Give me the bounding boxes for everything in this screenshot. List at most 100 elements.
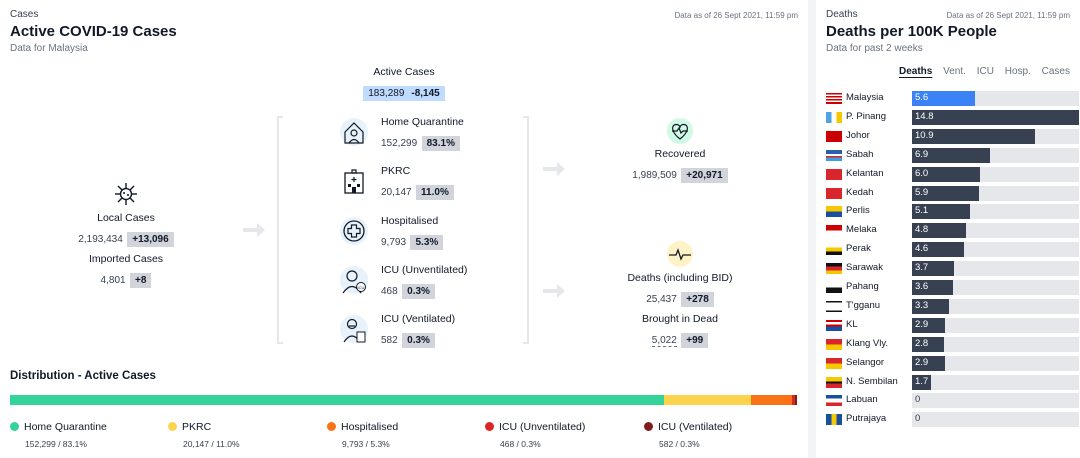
recovered-label: Recovered — [654, 148, 706, 160]
state-flag-icon — [826, 263, 842, 275]
state-flag-icon — [826, 357, 842, 369]
deaths-summary: Deaths (including BID) 25,437 +278 Broug… — [600, 272, 760, 348]
state-flag-icon — [826, 282, 842, 293]
page-title: Active COVID-19 Cases — [10, 23, 177, 40]
bar-fill — [912, 355, 945, 371]
bar-value-label: 0 — [915, 413, 921, 425]
active-cases-summary: Active Cases 183,289 -8,145 — [344, 66, 464, 101]
pulse-icon — [666, 240, 694, 273]
state-row[interactable]: N. Sembilan 1.7 — [826, 374, 1079, 390]
bar-track: 10.9 — [912, 128, 1079, 144]
state-flag-icon — [826, 130, 842, 142]
state-row[interactable]: Kelantan 6.0 — [826, 166, 1079, 182]
bar-track: 2.9 — [912, 355, 1079, 371]
bar-fill — [912, 298, 950, 314]
bar-value-label: 0 — [915, 394, 921, 406]
bar-value-label: 2.9 — [915, 356, 929, 368]
active-cases-value-row: 183,289 -8,145 — [344, 83, 464, 101]
state-row[interactable]: Labuan 0 — [826, 393, 1079, 409]
state-row[interactable]: Perlis 5.1 — [826, 204, 1079, 220]
arrow-right-icon — [543, 162, 565, 176]
bar-value-label: 3.3 — [915, 299, 929, 311]
bar-track: 3.6 — [912, 280, 1079, 295]
state-row[interactable]: Perak 4.6 — [826, 242, 1079, 258]
legend-dot — [10, 422, 19, 432]
state-name: Labuan — [846, 394, 878, 406]
distribution-bar — [10, 395, 797, 405]
panel-eyebrow: Deaths — [826, 9, 858, 20]
state-row[interactable]: T'gganu 3.3 — [826, 298, 1079, 314]
bar-fill — [912, 317, 945, 333]
state-row[interactable]: Malaysia 5.6 — [826, 91, 1079, 106]
bar-fill — [912, 261, 954, 277]
category-pct: 83.1% — [421, 136, 460, 151]
state-row[interactable]: Johor 10.9 — [826, 128, 1079, 144]
legend-home-quarantine: Home Quarantine 152,299 / 83.1% — [10, 418, 107, 449]
bar-value-label: 10.9 — [915, 129, 934, 141]
deaths-panel-subtitle: Data for past 2 weeks — [826, 43, 923, 54]
category-label: Home Quarantine — [381, 116, 464, 128]
bar-fill — [912, 128, 1035, 144]
state-row[interactable]: Sabah 6.9 — [826, 147, 1079, 163]
distribution-segment — [794, 395, 797, 405]
state-flag-icon — [826, 206, 842, 218]
legend-dot — [168, 422, 177, 432]
tab-hosp[interactable]: Hosp. — [1004, 66, 1031, 77]
bar-fill — [912, 374, 932, 390]
tab-cases[interactable]: Cases — [1041, 66, 1070, 77]
bar-fill — [912, 147, 990, 163]
bar-track: 1.7 — [912, 374, 1079, 390]
arrow-right-icon — [243, 223, 265, 237]
state-flag-icon — [826, 168, 842, 180]
bar-value-label: 14.8 — [915, 110, 934, 122]
category-pct: 0.3% — [402, 284, 435, 299]
legend-icu-unventilated: ICU (Unventilated) 468 / 0.3% — [485, 418, 585, 449]
tab-icu[interactable]: ICU — [976, 66, 994, 77]
state-flag-icon — [826, 376, 842, 388]
imported-cases-label: Imported Cases — [88, 253, 164, 265]
bracket-right — [523, 116, 529, 344]
legend-label: PKRC — [182, 420, 212, 433]
bar-track: 0 — [912, 412, 1079, 428]
state-flag-icon — [826, 319, 842, 331]
state-row[interactable]: Pahang 3.6 — [826, 280, 1079, 295]
deaths-panel: Deaths Deaths per 100K People Data for p… — [816, 0, 1080, 458]
state-name: T'gganu — [846, 299, 881, 311]
state-row[interactable]: Selangor 2.9 — [826, 355, 1079, 371]
state-row[interactable]: P. Pinang 14.8 — [826, 109, 1079, 125]
bar-value-label: 4.8 — [915, 224, 929, 236]
tab-vent[interactable]: Vent. — [943, 66, 966, 77]
distribution-segment — [750, 395, 793, 405]
as-of-timestamp: Data as of 26 Sept 2021, 11:59 pm — [674, 11, 799, 20]
state-row[interactable]: KL 2.9 — [826, 317, 1079, 333]
legend-dot — [644, 422, 653, 432]
bid-change: +99 — [681, 333, 709, 348]
legend-dot — [485, 422, 494, 432]
bid-value[interactable]: 5,022 — [651, 335, 677, 347]
local-cases-change: +13,096 — [127, 232, 174, 247]
metric-tabs: Deaths Vent. ICU Hosp. Cases — [891, 66, 1070, 77]
bar-track: 2.9 — [912, 317, 1079, 333]
heart-monitor-icon — [666, 117, 694, 150]
category-value: 9,793 — [381, 237, 407, 248]
bar-track: 14.8 — [912, 109, 1079, 125]
bar-track: 3.3 — [912, 298, 1079, 314]
state-row[interactable]: Kedah 5.9 — [826, 185, 1079, 201]
state-row[interactable]: Sarawak 3.7 — [826, 261, 1079, 277]
category-pct: 0.3% — [402, 333, 435, 348]
bar-track: 6.9 — [912, 147, 1079, 163]
state-flag-icon — [826, 149, 842, 161]
category-label: ICU (Unventilated) — [381, 264, 468, 276]
bar-track: 0 — [912, 393, 1079, 409]
state-row[interactable]: Klang Vly. 2.8 — [826, 336, 1079, 352]
recovered-change: +20,971 — [681, 168, 728, 183]
local-cases-label: Local Cases — [97, 212, 155, 224]
state-row[interactable]: Putrajaya 0 — [826, 412, 1079, 428]
legend-detail: 152,299 / 83.1% — [25, 439, 87, 449]
tab-deaths[interactable]: Deaths — [898, 66, 933, 77]
legend-detail: 582 / 0.3% — [659, 439, 700, 449]
category-pct: 11.0% — [416, 185, 454, 200]
state-row[interactable]: Melaka 4.8 — [826, 223, 1079, 239]
legend-label: ICU (Ventilated) — [658, 420, 733, 433]
imported-cases-value: 4,801 — [100, 275, 126, 286]
